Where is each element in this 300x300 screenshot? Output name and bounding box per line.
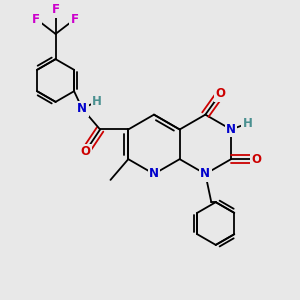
Text: O: O xyxy=(251,153,261,166)
Text: H: H xyxy=(242,117,252,130)
Text: F: F xyxy=(32,13,40,26)
Text: O: O xyxy=(80,145,90,158)
Text: H: H xyxy=(92,95,102,108)
Text: N: N xyxy=(149,167,159,181)
Text: N: N xyxy=(226,123,236,136)
Text: N: N xyxy=(200,167,210,181)
Text: N: N xyxy=(77,102,87,115)
Text: F: F xyxy=(52,3,60,16)
Text: O: O xyxy=(215,87,225,101)
Text: F: F xyxy=(71,13,79,26)
